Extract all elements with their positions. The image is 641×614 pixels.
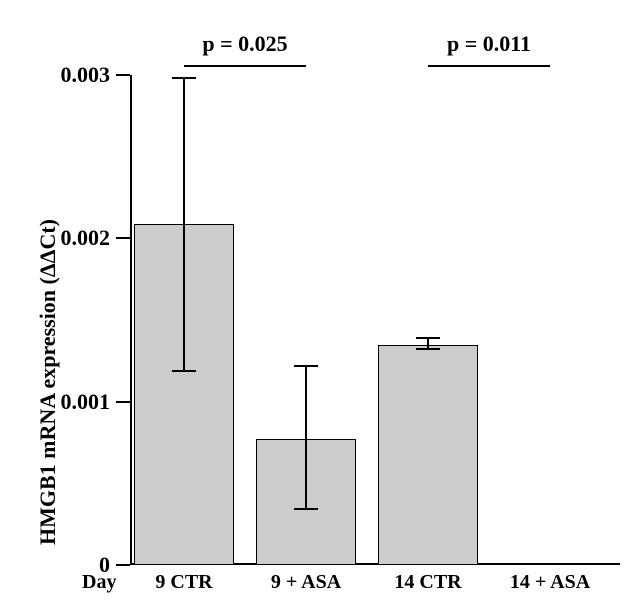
significance-label: p = 0.025: [175, 31, 315, 57]
error-bar-cap: [416, 348, 440, 350]
error-bar-cap: [294, 365, 318, 367]
error-bar-cap: [172, 77, 196, 79]
error-bar: [183, 78, 185, 370]
error-bar-cap: [172, 370, 196, 372]
y-tick-label: 0.001: [0, 389, 110, 415]
error-bar-cap: [294, 508, 318, 510]
error-bar: [305, 366, 307, 510]
significance-label: p = 0.011: [419, 31, 559, 57]
y-tick-label: 0.002: [0, 225, 110, 251]
significance-bar: [428, 65, 550, 67]
figure: HMGB1 mRNA expression (ΔΔCt) 00.0010.002…: [0, 0, 641, 614]
x-tick-label: 9 CTR: [124, 571, 244, 594]
y-axis-label: HMGB1 mRNA expression (ΔΔCt): [35, 55, 61, 545]
significance-bar: [184, 65, 306, 67]
y-tick-mark: [116, 401, 130, 403]
y-tick-mark: [116, 74, 130, 76]
error-bar-cap: [416, 337, 440, 339]
x-axis-prefix: Day: [82, 571, 116, 594]
bar: [378, 345, 478, 566]
y-tick-mark: [116, 237, 130, 239]
y-tick-mark: [116, 564, 130, 566]
x-tick-label: 9 + ASA: [246, 571, 366, 594]
x-tick-label: 14 + ASA: [490, 571, 610, 594]
y-tick-label: 0.003: [0, 62, 110, 88]
x-tick-label: 14 CTR: [368, 571, 488, 594]
